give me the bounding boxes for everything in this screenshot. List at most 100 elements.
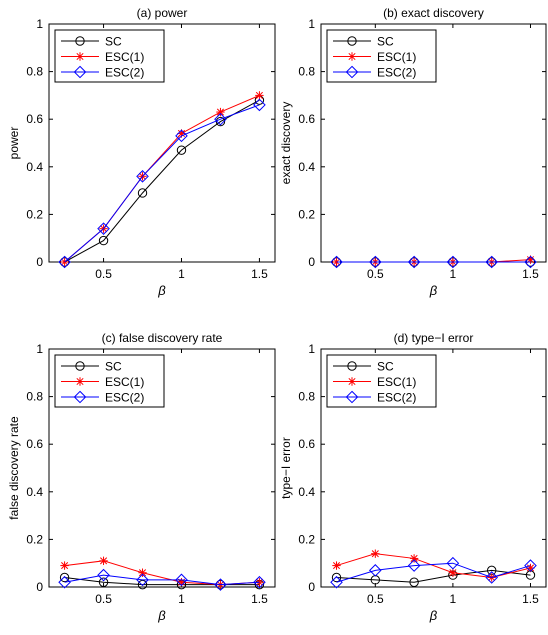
legend-marker — [75, 361, 85, 371]
x-tick-label: 1.5 — [251, 267, 268, 281]
data-point — [138, 568, 147, 577]
legend-marker — [75, 36, 85, 46]
x-axis-label: β — [157, 608, 166, 623]
data-point — [524, 559, 537, 572]
legend-marker — [345, 390, 359, 404]
data-point — [369, 564, 382, 577]
data-point-stroke — [216, 108, 225, 116]
y-tick-label: 0.4 — [26, 485, 43, 499]
data-point-stroke — [332, 562, 341, 570]
data-point — [332, 561, 341, 570]
y-axis-label: exact discovery — [279, 102, 293, 185]
y-tick-label: 0.4 — [298, 160, 315, 174]
data-point — [448, 568, 458, 577]
y-axis-label: type−I error — [279, 437, 293, 499]
data-point — [58, 575, 71, 589]
data-point — [97, 222, 110, 235]
legend-label: ESC(1) — [377, 50, 416, 64]
y-tick-label: 0 — [308, 580, 315, 594]
data-point — [331, 572, 342, 583]
x-axis-label: β — [429, 608, 438, 623]
data-point — [446, 556, 460, 570]
y-tick-label: 1 — [308, 17, 315, 31]
x-tick-label: 1 — [178, 267, 185, 281]
data-point — [136, 573, 149, 587]
y-tick-label: 1 — [36, 342, 43, 356]
legend-marker — [73, 65, 87, 79]
legend-label: ESC(1) — [105, 50, 144, 64]
data-point — [59, 572, 70, 583]
data-point — [330, 255, 343, 269]
x-tick-label: 1.5 — [522, 592, 539, 606]
x-tick-label: 0.5 — [95, 267, 112, 281]
y-tick-label: 0.8 — [26, 390, 43, 404]
chart-panel-3: (c) false discovery rate 0 0.2 0.4 0.6 0.8 1 0.… — [7, 331, 276, 623]
legend-label: ESC(1) — [377, 375, 416, 389]
data-point — [58, 255, 71, 269]
data-point-stroke — [138, 569, 147, 577]
chart-panel-4: (d) type−I error 0 0.2 0.4 0.6 0.8 1 0.5 1 1.5 β ty… — [279, 331, 547, 623]
y-tick-label: 0.6 — [298, 437, 315, 451]
data-point — [99, 556, 108, 566]
y-tick-label: 0.4 — [298, 485, 315, 499]
data-point-stroke — [255, 91, 263, 99]
legend-label: ESC(2) — [105, 391, 144, 405]
data-point — [330, 575, 343, 589]
legend-label: SC — [377, 35, 394, 49]
legend-label: SC — [105, 360, 122, 374]
y-tick-label: 0.2 — [26, 532, 43, 546]
series-esc-2- — [58, 568, 266, 591]
chart-title: (d) type−I error — [394, 331, 474, 345]
series-line — [64, 104, 260, 263]
data-point-stroke — [61, 562, 69, 570]
legend-marker-stroke — [348, 52, 356, 61]
data-point — [214, 112, 227, 126]
legend-marker — [73, 390, 87, 404]
x-tick-label: 1 — [450, 592, 457, 606]
data-point — [176, 145, 187, 155]
x-tick-label: 1.5 — [251, 592, 268, 606]
legend-label: SC — [377, 360, 394, 374]
y-tick-label: 0.8 — [298, 390, 315, 404]
data-point — [524, 255, 537, 269]
legend-marker — [347, 36, 357, 46]
data-point — [253, 575, 266, 589]
data-point — [407, 255, 421, 269]
series-esc-2- — [330, 556, 537, 589]
legend-label: ESC(2) — [377, 66, 416, 80]
data-point — [175, 129, 188, 143]
legend-marker — [345, 65, 359, 79]
data-point — [137, 579, 148, 590]
x-tick-label: 0.5 — [367, 267, 384, 281]
legend-label: ESC(1) — [105, 375, 144, 389]
y-tick-label: 0 — [36, 580, 43, 594]
y-tick-label: 0.2 — [298, 532, 315, 546]
legend-marker — [347, 361, 357, 371]
y-tick-label: 1 — [308, 342, 315, 356]
data-point — [214, 578, 227, 591]
x-tick-label: 0.5 — [367, 592, 384, 606]
x-axis-label: β — [157, 283, 166, 298]
x-tick-label: 0.5 — [95, 592, 112, 606]
legend-marker — [347, 52, 357, 61]
y-tick-label: 0.6 — [26, 437, 43, 451]
legend-label: ESC(2) — [105, 66, 144, 80]
y-axis-label: power — [7, 127, 21, 160]
y-tick-label: 0 — [308, 255, 315, 269]
data-point — [136, 170, 149, 183]
data-point — [98, 577, 109, 587]
series-line — [64, 574, 260, 586]
data-point-stroke — [255, 578, 263, 586]
data-point — [137, 188, 148, 198]
y-axis-label: false discovery rate — [7, 416, 21, 520]
data-point — [215, 116, 226, 127]
series-line — [336, 569, 531, 583]
data-point — [409, 554, 419, 563]
series-line — [64, 99, 260, 263]
